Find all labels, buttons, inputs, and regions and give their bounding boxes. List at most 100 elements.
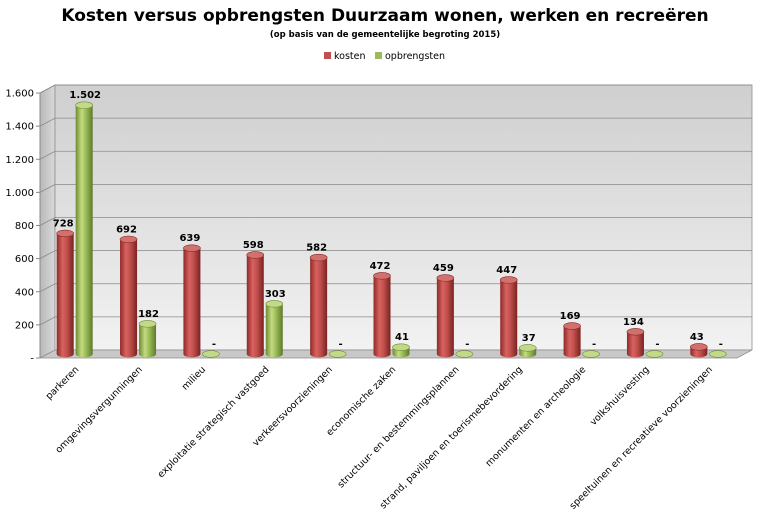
y-tick-label: 600 [15,254,34,265]
legend-label-opbrengsten: opbrengsten [385,51,445,62]
data-label-kosten: 43 [690,332,704,343]
y-tick-label: - [30,354,34,365]
bar-body-kosten [310,257,328,354]
bar-kosten: 169 [560,311,581,358]
bar-base-opbrengsten [139,350,157,358]
bar-base-kosten [246,350,264,358]
bar-top-opbrengsten [75,101,93,109]
gridline [39,84,752,94]
y-tick-label: 1.400 [5,122,34,133]
bar-base-kosten [563,350,581,358]
bar-kosten: 134 [623,317,645,358]
bar-body-kosten [626,331,644,354]
data-label-kosten: 472 [370,261,391,272]
bar-body-kosten [56,233,74,354]
x-category-label: speeltuinen en recreatieve voorzieningen [568,364,715,511]
bar-kosten: 582 [306,243,328,358]
bar-body-opbrengsten [75,105,93,354]
x-category-label: milieu [180,364,208,392]
bar-top-kosten [499,276,518,284]
bar-top-kosten [626,328,645,336]
data-label-opbrengsten: - [592,339,596,350]
bar-base-kosten [373,350,391,358]
bar-top-opbrengsten [645,350,664,358]
bar-base-kosten [120,350,138,358]
legend-swatch-opbrengsten [375,52,382,59]
bar-body-kosten [183,248,201,354]
data-label-opbrengsten: - [339,339,343,350]
legend-swatch-kosten [324,52,331,59]
bar-top-kosten [183,244,201,252]
legend-label-kosten: kosten [334,51,366,62]
data-label-opbrengsten: - [655,339,659,350]
bar-base-kosten [500,350,518,358]
bar-kosten: 459 [433,263,455,358]
data-label-opbrengsten: 37 [522,333,536,344]
gridline [39,250,752,259]
bar-base-kosten [436,350,454,358]
data-label-opbrengsten: - [465,339,469,350]
bar-opbrengsten: 41 [392,332,410,358]
bar-top-kosten [436,274,455,282]
data-label-opbrengsten: 41 [395,332,409,343]
x-category-label: economische zaken [324,364,398,438]
data-label-opbrengsten: 182 [138,309,159,320]
y-tick-label: 800 [15,221,34,232]
bar-top-opbrengsten [709,350,727,358]
bar-opbrengsten: - [328,339,347,358]
gridline [39,316,752,326]
chart-title: Kosten versus opbrengsten Duurzaam wonen… [61,6,708,26]
bar-opbrengsten: 37 [518,333,537,358]
gridline [39,183,752,193]
bar-opbrengsten: - [645,339,664,358]
bar-top-opbrengsten [518,344,537,352]
bar-body-opbrengsten [139,323,157,354]
bar-top-kosten [563,322,581,330]
bar-base-opbrengsten [392,350,410,358]
data-label-kosten: 134 [623,317,644,328]
bar-kosten: 447 [496,265,518,358]
bar-body-kosten [246,254,264,354]
data-label-kosten: 447 [496,265,517,276]
data-label-kosten: 639 [179,233,200,244]
bar-top-kosten [246,251,265,259]
bar-top-opbrengsten [265,300,284,308]
bar-body-kosten [563,326,581,354]
legend: kosten opbrengsten [324,51,445,62]
data-label-kosten: 692 [116,224,137,235]
bar-body-kosten [500,279,518,354]
y-tick-label: 1.600 [5,89,34,100]
bar-kosten: 43 [690,332,708,358]
x-category-label: parkeren [44,364,82,402]
bar-kosten: 598 [243,240,265,358]
gridline [39,217,752,226]
bar-top-kosten [309,253,328,262]
bar-opbrengsten: - [709,339,727,358]
bar-top-opbrengsten [202,350,220,358]
y-tick-label: 1.000 [5,188,34,199]
bar-opbrengsten: 303 [265,289,286,358]
bar-opbrengsten: - [582,339,600,358]
bar-body-kosten [436,277,454,354]
bar-kosten: 472 [370,261,391,358]
bar-top-kosten [373,272,391,280]
bar-base-kosten [183,350,201,358]
bar-top-opbrengsten [138,320,157,328]
bar-base-opbrengsten [519,350,537,358]
chart-subtitle: (op basis van de gemeentelijke begroting… [270,30,500,40]
gridline [39,283,752,293]
x-category-label: exploitatie strategisch vastgoed [156,364,272,480]
bar-opbrengsten: - [455,339,474,358]
bar-kosten: 639 [179,233,201,358]
bars: 728 1.502 692 182 639 - 598 303 582 - 472 41 459 - 447… [53,90,727,358]
bar-top-kosten [119,235,138,244]
bar-body-kosten [120,239,138,354]
bar-kosten: 728 [53,218,74,358]
bar-opbrengsten: 1.502 [69,90,101,358]
data-label-kosten: 582 [306,243,327,254]
bar-top-kosten [56,229,74,238]
bar-body-kosten [373,275,391,354]
x-category-label: volkshuisvesting [588,364,652,428]
